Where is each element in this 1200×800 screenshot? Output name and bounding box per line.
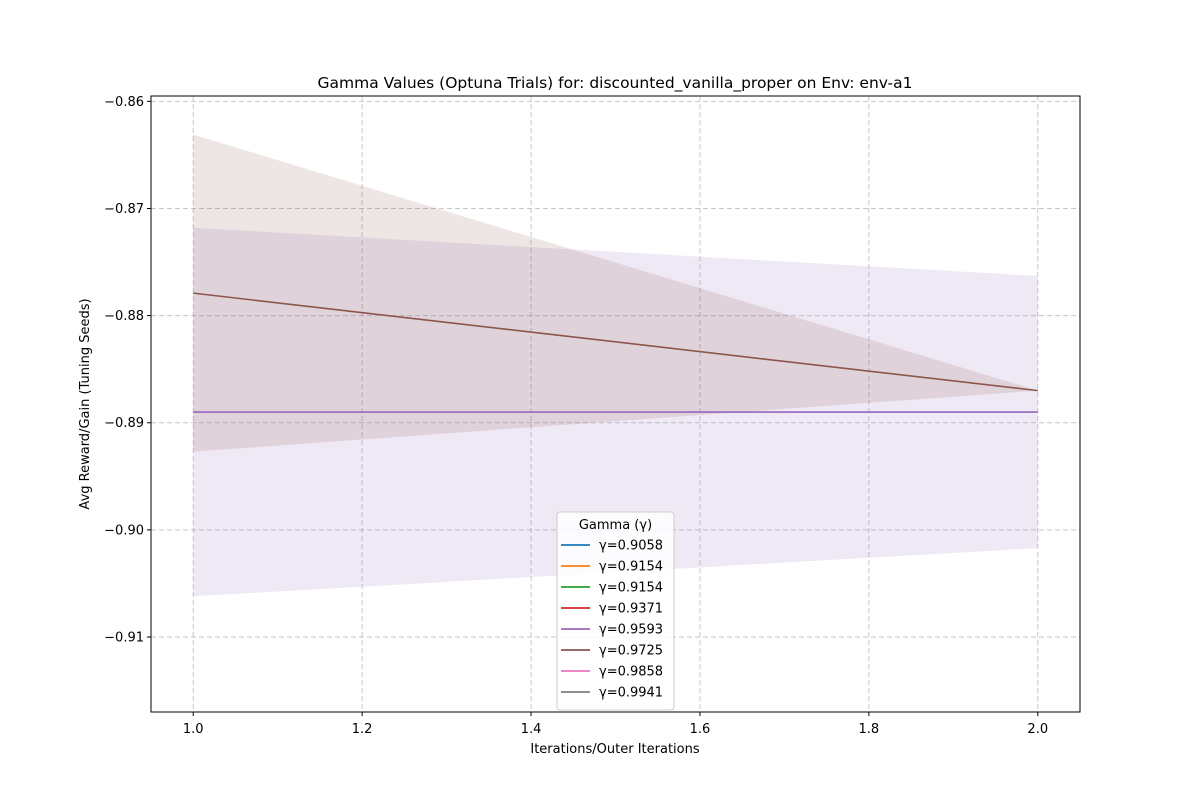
y-tick-label: −0.91 bbox=[104, 631, 144, 646]
x-tick-label: 1.6 bbox=[690, 722, 711, 737]
x-tick-label: 1.0 bbox=[183, 722, 204, 737]
y-tick-label: −0.87 bbox=[104, 202, 144, 217]
legend-entry-label: γ=0.9154 bbox=[599, 581, 663, 596]
legend-entry-label: γ=0.9858 bbox=[599, 665, 663, 680]
y-tick-label: −0.90 bbox=[104, 523, 144, 538]
grid-layer bbox=[151, 96, 1080, 712]
legend-entry-label: γ=0.9593 bbox=[599, 623, 663, 638]
y-axis-label: Avg Reward/Gain (Tuning Seeds) bbox=[78, 298, 93, 509]
confidence-band-5 bbox=[193, 134, 1038, 452]
x-tick-label: 1.4 bbox=[521, 722, 542, 737]
legend-entry-label: γ=0.9371 bbox=[599, 602, 663, 617]
y-axis-ticks: −0.86 −0.87 −0.88 −0.89 −0.90 −0.91 bbox=[104, 95, 151, 646]
plot-frame bbox=[150, 95, 1081, 713]
x-tick-label: 1.2 bbox=[352, 722, 373, 737]
x-axis-ticks: 1.0 1.2 1.4 1.6 1.8 2.0 bbox=[183, 712, 1048, 737]
legend-entry-label: γ=0.9058 bbox=[599, 539, 663, 554]
x-axis-label: Iterations/Outer Iterations bbox=[530, 742, 699, 757]
legend-title: Gamma (γ) bbox=[579, 518, 652, 533]
series-lines bbox=[193, 292, 1038, 413]
legend: Gamma (γ) γ=0.9058 γ=0.9154 γ=0.9154 γ=0.937… bbox=[556, 511, 675, 711]
x-tick-label: 1.8 bbox=[859, 722, 880, 737]
series-line-5 bbox=[193, 292, 1038, 392]
chart-title: Gamma Values (Optuna Trials) for: discou… bbox=[317, 74, 912, 93]
legend-entry-label: γ=0.9725 bbox=[599, 644, 663, 659]
legend-entry-label: γ=0.9154 bbox=[599, 560, 663, 575]
legend-box bbox=[556, 511, 675, 711]
legend-entry-label: γ=0.9941 bbox=[599, 686, 663, 701]
y-tick-label: −0.88 bbox=[104, 309, 144, 324]
x-tick-label: 2.0 bbox=[1027, 722, 1048, 737]
y-tick-label: −0.89 bbox=[104, 416, 144, 431]
y-tick-label: −0.86 bbox=[104, 95, 144, 110]
